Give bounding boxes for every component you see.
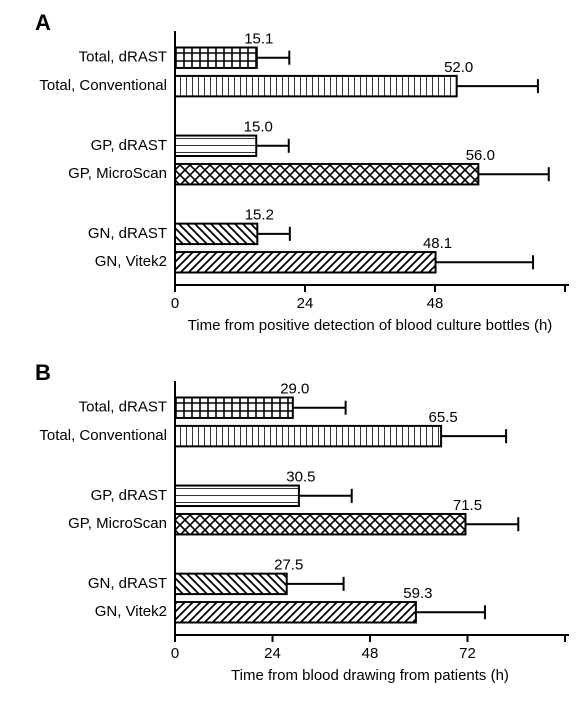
bar — [175, 76, 457, 96]
bar-label: Total, dRAST — [79, 399, 167, 416]
bar-label: GN, dRAST — [88, 225, 167, 242]
bar-value: 27.5 — [274, 557, 303, 574]
x-axis-label: Time from positive detection of blood cu… — [188, 317, 553, 334]
bar — [175, 48, 257, 68]
x-tick-label: 48 — [362, 645, 379, 662]
bar-value: 59.3 — [403, 585, 432, 602]
bar-label: GN, Vitek2 — [95, 253, 167, 270]
bar — [175, 252, 436, 272]
bar — [175, 398, 293, 418]
x-tick-label: 48 — [427, 295, 444, 312]
bar-value: 65.5 — [428, 409, 457, 426]
figure-svg: A Total, dRAST 15.1 Total, Conventional 52.0… — [0, 0, 582, 705]
x-tick-label: 0 — [171, 645, 179, 662]
x-tick-label: 24 — [297, 295, 314, 312]
panel-label: B — [35, 360, 51, 385]
bar-label: Total, Conventional — [39, 77, 167, 94]
bar-label: GN, dRAST — [88, 575, 167, 592]
bar — [175, 574, 287, 594]
x-tick-label: 72 — [459, 645, 476, 662]
bar-label: GP, MicroScan — [68, 165, 167, 182]
bar-value: 56.0 — [466, 147, 495, 164]
panel-B: B Total, dRAST 29.0 Total, Conventional 65.5… — [35, 360, 569, 684]
x-tick-label: 0 — [171, 295, 179, 312]
bar-value: 71.5 — [453, 497, 482, 514]
x-tick-label: 24 — [264, 645, 281, 662]
panel-label: A — [35, 10, 51, 35]
bar — [175, 602, 416, 622]
bar-label: GP, MicroScan — [68, 515, 167, 532]
x-axis-label: Time from blood drawing from patients (h… — [231, 667, 509, 684]
bar-value: 15.1 — [244, 31, 273, 48]
bar — [175, 136, 256, 156]
bar-label: Total, dRAST — [79, 49, 167, 66]
bar-value: 15.0 — [244, 119, 273, 136]
bar-label: GP, dRAST — [91, 137, 167, 154]
bar — [175, 426, 441, 446]
bar-value: 48.1 — [423, 235, 452, 252]
bar-label: GP, dRAST — [91, 487, 167, 504]
bar-value: 15.2 — [245, 207, 274, 224]
bar-value: 30.5 — [286, 469, 315, 486]
bar-label: Total, Conventional — [39, 427, 167, 444]
bar — [175, 486, 299, 506]
bar — [175, 514, 465, 534]
panel-A: A Total, dRAST 15.1 Total, Conventional 52.0… — [35, 10, 569, 334]
bar — [175, 164, 478, 184]
bar-value: 52.0 — [444, 59, 473, 76]
bar-label: GN, Vitek2 — [95, 603, 167, 620]
bar — [175, 224, 257, 244]
bar-value: 29.0 — [280, 381, 309, 398]
figure: A Total, dRAST 15.1 Total, Conventional 52.0… — [0, 0, 582, 705]
